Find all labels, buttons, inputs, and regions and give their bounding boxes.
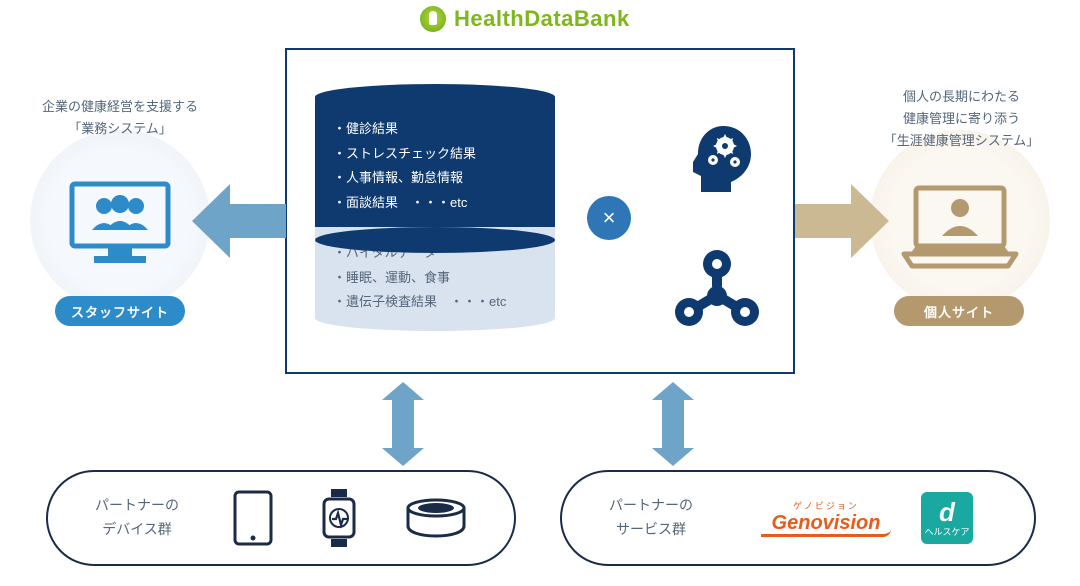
logo-mark-icon — [420, 6, 446, 32]
multiply-icon: × — [587, 196, 631, 240]
d-healthcare-logo: d ヘルスケア — [921, 492, 973, 544]
db-upper-item: ・ストレスチェック結果 — [333, 142, 539, 167]
genovision-kana: ゲノビジョン — [793, 499, 859, 512]
logo-text: HealthDataBank — [454, 6, 630, 32]
partner-services-panel: パートナーの サービス群 ゲノビジョン Genovision d ヘルスケア — [560, 470, 1036, 566]
db-upper-item: ・健診結果 — [333, 117, 539, 142]
service-logos: ゲノビジョン Genovision d ヘルスケア — [734, 492, 1000, 544]
logo: HealthDataBank — [420, 6, 630, 32]
head-gears-icon — [671, 114, 763, 206]
tablet-icon — [232, 490, 274, 546]
db-upper-section: ・健診結果 ・ストレスチェック結果 ・人事情報、勤怠情報 ・面談結果 ・・・et… — [315, 97, 555, 227]
smartwatch-icon — [314, 487, 364, 549]
d-letter-icon: d — [939, 499, 955, 525]
personal-caption-line: 健康管理に寄り添う — [864, 108, 1059, 130]
staff-caption-line: 企業の健康経営を支援する — [30, 96, 210, 118]
arrow-right-icon — [795, 180, 891, 262]
staff-site-pill: スタッフサイト — [55, 296, 185, 326]
staff-monitor-icon — [64, 178, 176, 275]
device-icons — [220, 487, 480, 549]
personal-laptop-icon — [896, 180, 1024, 281]
genovision-swoosh-icon — [761, 529, 891, 537]
db-lower-item: ・睡眠、運動、食事 — [333, 266, 539, 291]
partner-services-label: パートナーの サービス群 — [596, 494, 706, 542]
personal-caption-line: 「生涯健康管理システム」 — [864, 130, 1059, 152]
personal-site-pill: 個人サイト — [894, 296, 1024, 326]
db-upper-item: ・人事情報、勤怠情報 — [333, 166, 539, 191]
staff-caption-line: 「業務システム」 — [30, 118, 210, 140]
db-upper-item: ・面談結果 ・・・etc — [333, 191, 539, 216]
label-line: デバイス群 — [82, 518, 192, 542]
partner-devices-label: パートナーの デバイス群 — [82, 494, 192, 542]
label-line: パートナーの — [82, 494, 192, 518]
double-arrow-right-icon — [650, 380, 696, 468]
arrow-left-icon — [190, 180, 286, 262]
label-line: サービス群 — [596, 518, 706, 542]
network-nodes-icon — [671, 250, 763, 342]
genovision-logo: ゲノビジョン Genovision — [761, 499, 891, 537]
d-healthcare-label: ヘルスケア — [924, 525, 969, 538]
staff-caption: 企業の健康経営を支援する 「業務システム」 — [30, 96, 210, 140]
db-lower-item: ・遺伝子検査結果 ・・・etc — [333, 290, 539, 315]
double-arrow-left-icon — [380, 380, 426, 468]
personal-caption: 個人の長期にわたる 健康管理に寄り添う 「生涯健康管理システム」 — [864, 86, 1059, 152]
label-line: パートナーの — [596, 494, 706, 518]
personal-caption-line: 個人の長期にわたる — [864, 86, 1059, 108]
smart-speaker-icon — [404, 498, 468, 538]
database-cylinder: ・健診結果 ・ストレスチェック結果 ・人事情報、勤怠情報 ・面談結果 ・・・et… — [315, 84, 555, 331]
center-system-box: ・健診結果 ・ストレスチェック結果 ・人事情報、勤怠情報 ・面談結果 ・・・et… — [285, 48, 795, 374]
partner-devices-panel: パートナーの デバイス群 — [46, 470, 516, 566]
